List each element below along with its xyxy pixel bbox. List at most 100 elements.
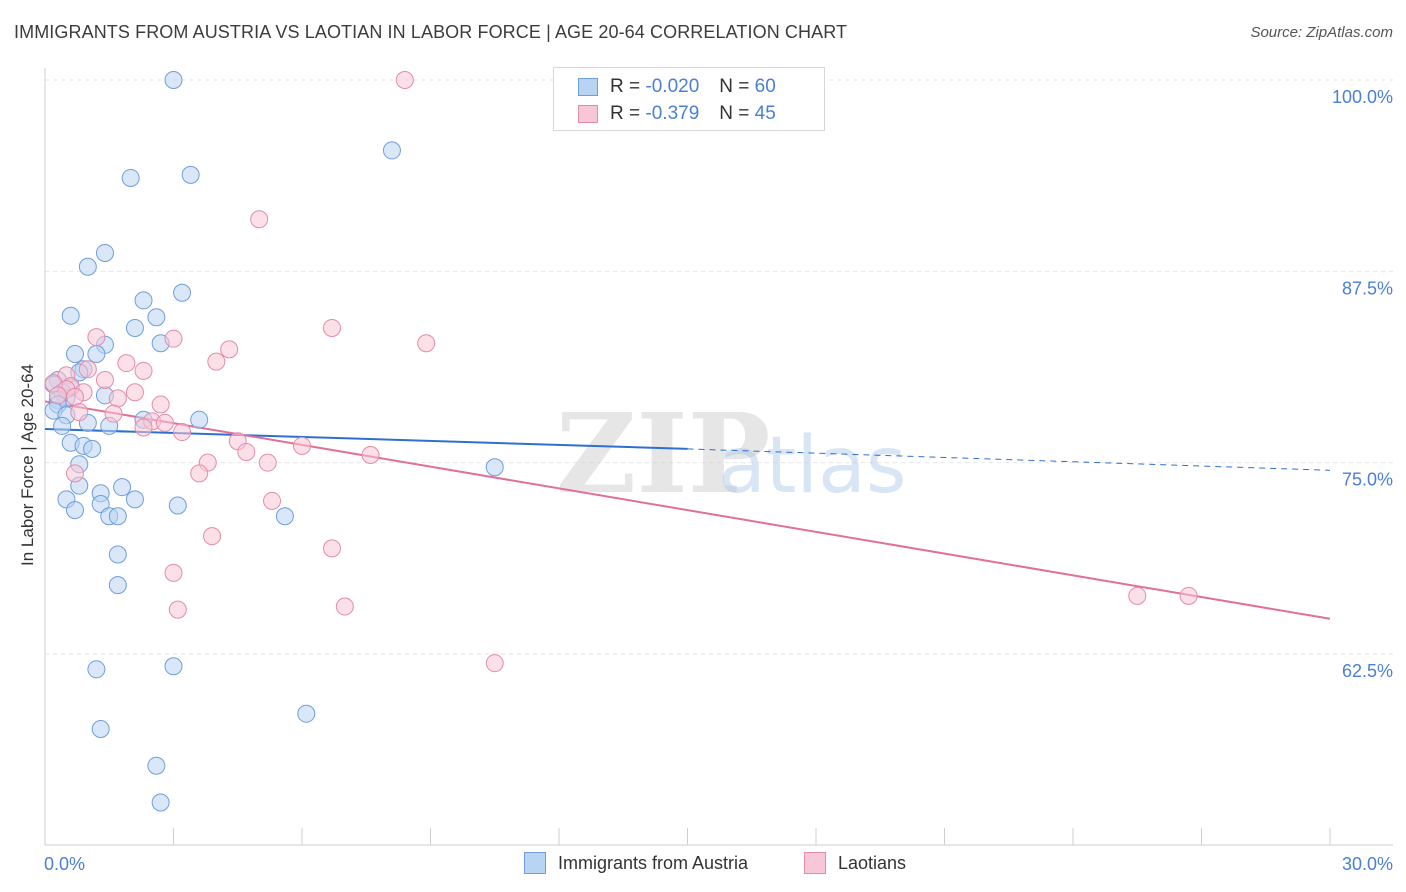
point-laotians: [168, 600, 187, 619]
point-laotians: [335, 597, 354, 616]
legend-r-label: R =: [610, 103, 641, 124]
point-austria: [125, 318, 144, 337]
legend-label-austria: Immigrants from Austria: [558, 852, 749, 873]
trend-lines: [44, 400, 1331, 620]
point-laotians: [485, 654, 504, 673]
point-austria: [61, 306, 80, 325]
point-laotians: [190, 464, 209, 483]
point-austria: [151, 793, 170, 812]
x-tick-label: 0.0%: [44, 854, 85, 874]
point-austria: [168, 496, 187, 515]
point-laotians: [65, 387, 84, 406]
legend-swatch-austria: [524, 852, 546, 874]
legend-r-value: -0.020: [645, 76, 700, 97]
point-laotians: [151, 395, 170, 414]
point-austria: [83, 439, 102, 458]
point-laotians: [134, 418, 153, 437]
source-label: Source: ZipAtlas.com: [1250, 24, 1393, 41]
legend-swatch-austria: [578, 78, 598, 96]
y-tick-labels: 62.5% 75.0% 87.5% 100.0%: [1332, 87, 1393, 681]
legend-n-value: 45: [754, 103, 776, 124]
trend-line-austria: [44, 427, 688, 450]
point-austria: [65, 501, 84, 520]
point-austria: [147, 756, 166, 775]
legend-n-label: N =: [719, 76, 750, 97]
point-austria: [108, 576, 127, 595]
legend-swatch-laotians: [578, 105, 598, 123]
point-austria: [108, 545, 127, 564]
point-austria: [78, 257, 97, 276]
legend-n-value: 60: [754, 76, 776, 97]
point-laotians: [1128, 586, 1147, 605]
point-laotians: [95, 371, 114, 390]
trend-line-austria-extension: [687, 448, 1331, 471]
point-austria: [382, 141, 401, 160]
point-austria: [485, 458, 504, 477]
legend-n-label: N =: [719, 103, 750, 124]
x-tick-label: 30.0%: [1342, 854, 1393, 874]
point-laotians: [1179, 586, 1198, 605]
point-laotians: [203, 527, 222, 546]
point-austria: [113, 478, 132, 497]
point-laotians: [155, 413, 174, 432]
point-austria: [173, 283, 192, 302]
point-austria: [95, 243, 114, 262]
point-laotians: [322, 539, 341, 558]
point-austria: [91, 494, 110, 513]
point-austria: [275, 507, 294, 526]
point-laotians: [263, 491, 282, 510]
y-tick-label: 62.5%: [1342, 661, 1393, 681]
axes: [44, 68, 1393, 846]
point-laotians: [70, 403, 89, 422]
point-austria: [190, 410, 209, 429]
point-austria: [53, 416, 72, 435]
point-austria: [125, 490, 144, 509]
y-tick-label: 75.0%: [1342, 470, 1393, 490]
point-laotians: [258, 453, 277, 472]
point-austria: [87, 344, 106, 363]
point-laotians: [48, 386, 67, 405]
trend-line-laotians: [44, 400, 1331, 620]
point-laotians: [417, 334, 436, 353]
point-laotians: [164, 329, 183, 348]
gridlines: [45, 79, 1393, 655]
legend-row-laotians: R = -0.379 N = 45: [578, 102, 776, 126]
legend-swatch-laotians: [804, 852, 826, 874]
point-austria: [121, 168, 140, 187]
point-austria: [297, 704, 316, 723]
chart-title: IMMIGRANTS FROM AUSTRIA VS LAOTIAN IN LA…: [14, 22, 848, 42]
point-laotians: [395, 71, 414, 89]
point-laotians: [104, 404, 123, 423]
point-austria: [164, 71, 183, 89]
point-laotians: [134, 361, 153, 380]
point-laotians: [125, 383, 144, 402]
point-austria: [181, 165, 200, 184]
point-laotians: [78, 360, 97, 379]
point-austria: [164, 657, 183, 676]
point-laotians: [293, 436, 311, 455]
point-laotians: [164, 563, 183, 582]
point-austria: [65, 344, 84, 363]
bottom-legend-laotians[interactable]: Laotians: [804, 852, 906, 874]
legend-label-laotians: Laotians: [838, 852, 907, 873]
point-laotians: [117, 354, 136, 373]
legend-r-label: R =: [610, 76, 641, 97]
point-laotians: [108, 389, 127, 408]
point-austria: [134, 291, 153, 310]
x-tick-labels: 0.0% 30.0%: [44, 854, 1393, 874]
correlation-legend: R = -0.020 N = 60 R = -0.379 N = 45: [553, 67, 825, 131]
point-laotians: [361, 446, 380, 465]
point-laotians: [65, 464, 84, 483]
y-tick-label: 87.5%: [1342, 278, 1393, 298]
point-laotians: [207, 352, 226, 371]
data-points: [44, 71, 1198, 812]
point-laotians: [173, 423, 192, 442]
legend-row-austria: R = -0.020 N = 60: [578, 75, 776, 99]
point-austria: [147, 308, 166, 327]
watermark-zip: ZIP: [556, 389, 770, 518]
point-austria: [87, 660, 106, 679]
point-laotians: [220, 340, 239, 359]
bottom-legend-austria[interactable]: Immigrants from Austria: [524, 852, 748, 874]
point-laotians: [87, 328, 106, 347]
